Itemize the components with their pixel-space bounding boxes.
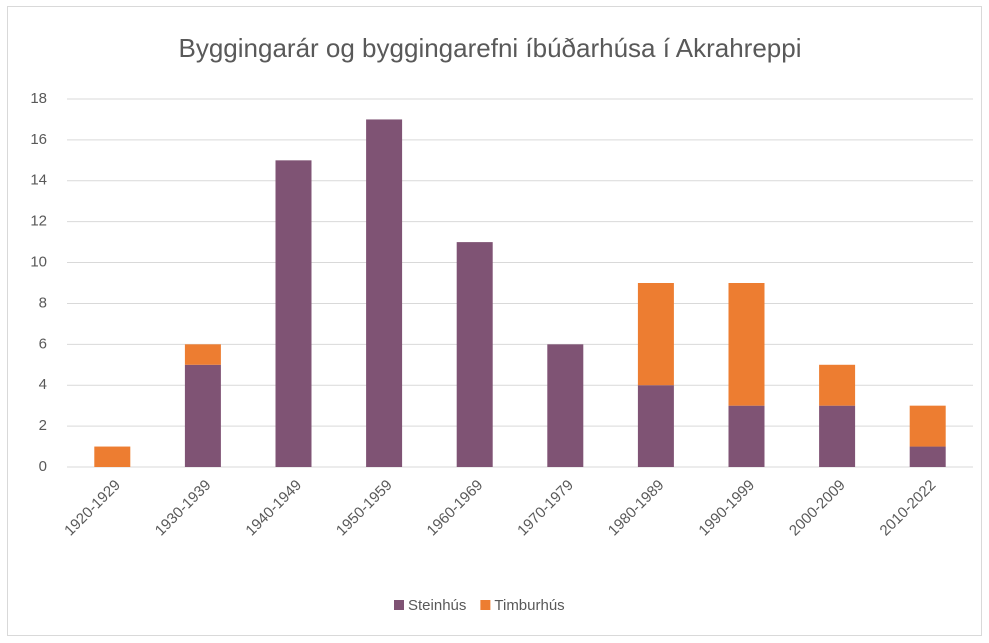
- bar: [547, 344, 584, 467]
- y-tick-label: 14: [30, 172, 47, 189]
- legend-swatch: [394, 600, 404, 610]
- chart-border: [7, 6, 982, 636]
- bar: [637, 283, 674, 386]
- bar: [728, 283, 765, 406]
- bar: [909, 405, 946, 447]
- y-tick-label: 0: [39, 458, 47, 475]
- bar: [275, 160, 312, 468]
- bar: [819, 405, 856, 467]
- y-tick-label: 2: [39, 417, 47, 434]
- y-tick-label: 6: [39, 335, 47, 352]
- y-tick-label: 16: [30, 131, 47, 148]
- legend-swatch: [480, 600, 491, 610]
- y-tick-label: 12: [30, 213, 47, 230]
- bar: [184, 344, 221, 365]
- legend-label: Timburhús: [494, 597, 564, 614]
- bar: [366, 119, 403, 467]
- bar: [819, 364, 856, 406]
- bar: [728, 405, 765, 467]
- chart-title: Byggingarár og byggingarefni íbúðarhúsa …: [179, 33, 802, 63]
- bar: [456, 242, 493, 467]
- y-tick-label: 10: [30, 254, 47, 271]
- y-tick-label: 8: [39, 294, 47, 311]
- bar: [637, 385, 674, 467]
- bar: [184, 364, 221, 467]
- bar: [909, 446, 946, 467]
- y-tick-label: 18: [30, 90, 47, 107]
- y-tick-label: 4: [39, 376, 47, 393]
- legend-label: Steinhús: [408, 597, 466, 614]
- bar: [94, 446, 131, 467]
